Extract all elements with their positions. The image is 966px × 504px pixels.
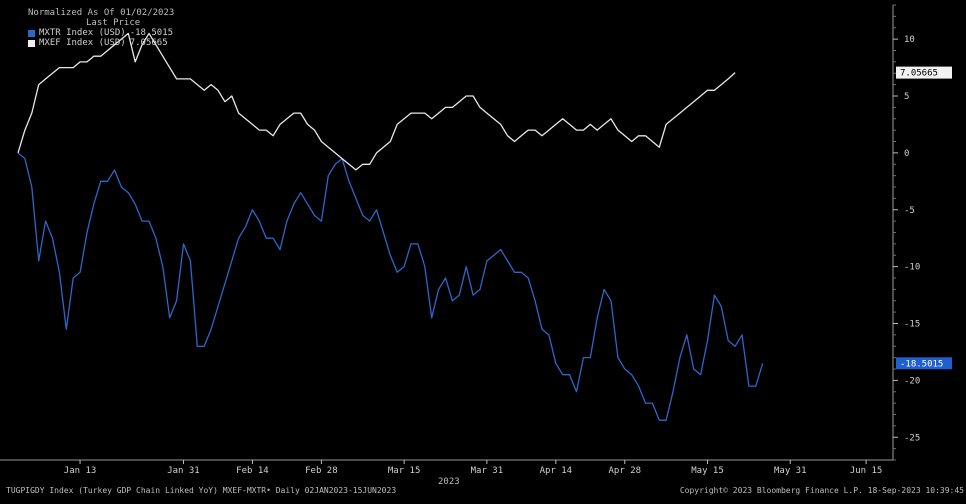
x-axis-year-label: 2023 — [438, 477, 460, 487]
legend-swatch-mxtr — [28, 29, 35, 37]
chart-legend: Normalized As Of 01/02/2023 Last Price M… — [28, 8, 174, 48]
legend-subtitle: Last Price — [86, 18, 141, 28]
series-line-mxtr — [17, 152, 764, 421]
legend-value-mxef: 7.05665 — [129, 38, 168, 48]
legend-title: Normalized As Of 01/02/2023 — [28, 8, 175, 18]
y-tick-label: -25 — [904, 433, 920, 443]
y-tick-label: -20 — [904, 376, 920, 386]
last-value-text-mxtr: -18.5015 — [900, 359, 943, 369]
x-tick-label: Feb 14 — [236, 466, 269, 476]
x-tick-label: Feb 28 — [305, 466, 338, 476]
legend-label-mxef: MXEF Index (USD) — [39, 38, 126, 48]
legend-entry-mxef: MXEF Index (USD) 7.05665 — [28, 38, 174, 48]
x-tick-label: Mar 31 — [471, 466, 504, 476]
x-tick-label: Jan 13 — [64, 466, 97, 476]
y-tick-label: -5 — [904, 206, 915, 216]
y-tick-label: -10 — [904, 263, 920, 273]
legend-value-mxtr: -18.5015 — [129, 28, 174, 38]
x-tick-label: Apr 14 — [540, 466, 573, 476]
y-tick-label: 10 — [904, 35, 915, 45]
y-tick-label: 0 — [904, 149, 909, 159]
series-line-mxef — [17, 32, 736, 171]
footer-right-text: Copyright© 2023 Bloomberg Finance L.P. 1… — [679, 486, 964, 495]
chart-footer: TUGPIGDY Index (Turkey GDP Chain Linked … — [6, 486, 964, 495]
footer-left-text: TUGPIGDY Index (Turkey GDP Chain Linked … — [6, 486, 397, 495]
x-tick-label: Jan 31 — [167, 466, 200, 476]
x-tick-label: Mar 15 — [388, 466, 421, 476]
last-value-tag-mxtr — [896, 357, 952, 370]
x-tick-label: Apr 28 — [609, 466, 642, 476]
last-value-tag-mxef — [896, 66, 952, 79]
legend-label-mxtr: MXTR Index (USD) — [39, 28, 126, 38]
legend-entry-mxtr: MXTR Index (USD) -18.5015 — [28, 28, 174, 38]
last-value-text-mxef: 7.05665 — [900, 69, 938, 79]
legend-swatch-mxef — [28, 39, 35, 47]
y-tick-label: -15 — [904, 320, 920, 330]
y-tick-label: 5 — [904, 92, 909, 102]
x-tick-label: May 31 — [774, 466, 807, 476]
x-tick-label: Jun 15 — [850, 466, 883, 476]
x-tick-label: May 15 — [691, 466, 724, 476]
